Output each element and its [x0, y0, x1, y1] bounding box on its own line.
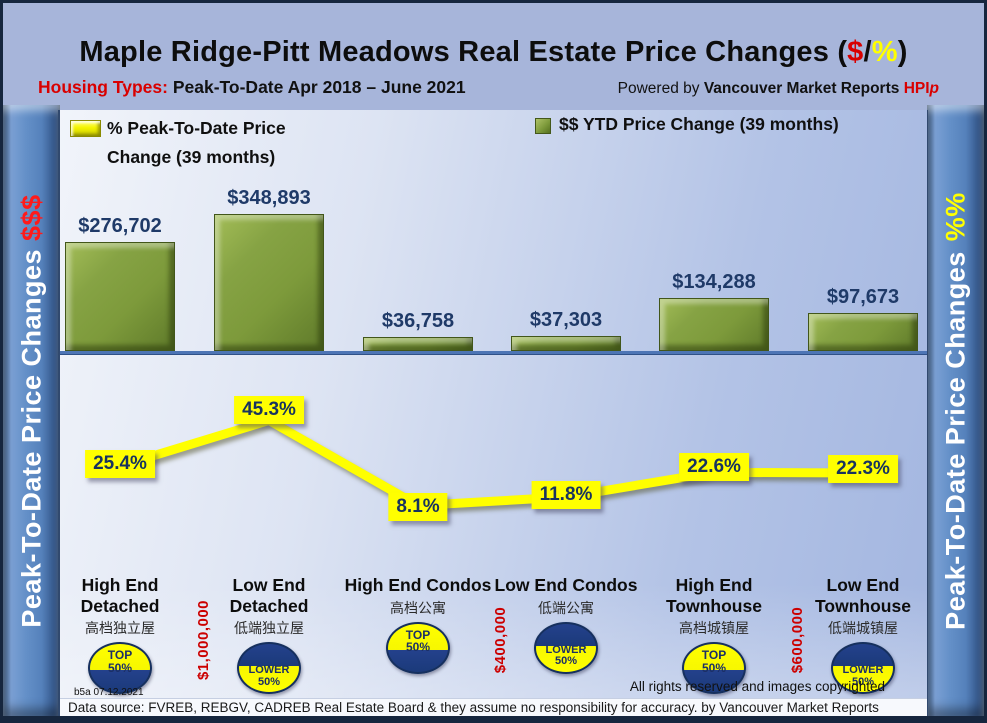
- title-slash: /: [863, 36, 872, 68]
- legend-bar-label: $$ YTD Price Change (39 months): [559, 114, 839, 134]
- category-2: High End Condos 高档公寓 TOP 50%: [343, 575, 493, 674]
- bar-value-label: $37,303: [529, 309, 603, 332]
- bar-4: [659, 298, 769, 351]
- badge-line2: 50%: [554, 655, 578, 668]
- category-0: High End Detached 高档独立屋 TOP 50%: [45, 575, 195, 695]
- percent-label-5: 22.3%: [828, 455, 898, 484]
- legend-line-swatch-icon: [70, 120, 101, 137]
- category-label-zh: 低端独立屋: [234, 620, 304, 637]
- category-3: Low End Condos 低端公寓 LOWER 50%: [491, 575, 641, 674]
- bar-0: [65, 242, 175, 351]
- date-range-label: Peak-To-Date Apr 2018 – June 2021: [167, 77, 466, 97]
- bar-5: [808, 312, 918, 351]
- left-axis-pillar: Peak-To-Date Price Changes$$$: [3, 105, 60, 716]
- badge-line2: 50%: [851, 675, 875, 688]
- lower-50-badge: LOWER 50%: [831, 642, 895, 695]
- badge-line1: TOP: [405, 627, 431, 642]
- left-axis-text: Peak-To-Date Price Changes: [16, 248, 46, 628]
- percent-label-0: 25.4%: [85, 449, 155, 478]
- top-50-badge: TOP 50%: [682, 642, 746, 695]
- badge-line2: 50%: [107, 660, 133, 675]
- left-axis-title: Peak-To-Date Price Changes$$$: [16, 194, 47, 627]
- legend-bar-swatch-icon: [535, 118, 551, 134]
- right-axis-text: Peak-To-Date Price Changes: [940, 250, 970, 630]
- category-5: Low End Townhouse 低端城镇屋 LOWER 50%: [788, 575, 938, 695]
- percent-label-3: 11.8%: [531, 481, 601, 510]
- lower-50-badge: LOWER 50%: [237, 642, 301, 695]
- bar-value-label: $134,288: [672, 271, 756, 294]
- top-50-badge: TOP 50%: [386, 621, 450, 674]
- subtitle: Housing Types: Peak-To-Date Apr 2018 – J…: [38, 77, 466, 98]
- badge-line1: TOP: [701, 648, 727, 663]
- category-label-zh: 高档独立屋: [85, 620, 155, 637]
- bar-1: [214, 214, 324, 351]
- category-label-en: High End Condos: [344, 575, 492, 595]
- bar-value-label: $97,673: [826, 285, 900, 308]
- percent-label-4: 22.6%: [679, 453, 749, 482]
- category-label-zh: 低端公寓: [538, 599, 594, 616]
- badge-line1: TOP: [107, 648, 133, 663]
- badge-line2: 50%: [257, 675, 281, 688]
- bar-baseline-axis: [60, 351, 927, 355]
- bar-3: [511, 336, 621, 351]
- percent-label-2: 8.1%: [388, 493, 448, 522]
- title-dollar-sign: $: [847, 36, 864, 68]
- category-label-zh: 高档公寓: [390, 599, 446, 616]
- page-title: Maple Ridge-Pitt Meadows Real Estate Pri…: [3, 36, 984, 69]
- bar-2: [363, 336, 473, 351]
- title-close-paren: ): [897, 36, 908, 68]
- price-threshold-label: $400,000: [492, 606, 509, 674]
- badge-line1: LOWER: [248, 664, 290, 677]
- percent-label-1: 45.3%: [234, 396, 304, 425]
- powered-by: Powered by Vancouver Market Reports HPIp: [618, 80, 939, 98]
- right-axis-title: Peak-To-Date Price Changes%%: [940, 192, 971, 630]
- top-50-badge: TOP 50%: [88, 642, 152, 695]
- title-percent-sign: %: [871, 36, 898, 68]
- category-label-zh: 低端城镇屋: [828, 620, 898, 637]
- legend-line-label: % Peak-To-Date Price Change (39 months): [107, 118, 286, 167]
- hpi-suffix: p: [929, 80, 939, 97]
- category-label-en: Low End Detached: [229, 575, 309, 616]
- lower-50-badge: LOWER 50%: [534, 621, 598, 674]
- housing-types-label: Housing Types:: [38, 77, 168, 97]
- category-1: Low End Detached 低端独立屋 LOWER 50%: [194, 575, 344, 695]
- subtitle-row: Housing Types: Peak-To-Date Apr 2018 – J…: [38, 77, 939, 98]
- category-label-en: Low End Townhouse: [815, 575, 911, 616]
- line-path: [115, 415, 868, 510]
- category-label-en: High End Townhouse: [666, 575, 762, 616]
- bar-value-label: $36,758: [381, 309, 455, 332]
- category-4: High End Townhouse 高档城镇屋 TOP 50%: [639, 575, 789, 695]
- badge-line1: LOWER: [545, 643, 587, 656]
- price-threshold-label: $1,000,000: [194, 599, 212, 681]
- category-label-en: Low End Condos: [494, 575, 638, 595]
- copyright-note: All rights reserved and images copyright…: [629, 679, 885, 694]
- badge-line1: LOWER: [842, 664, 884, 677]
- version-note: b5a 07.12.2021: [74, 687, 144, 698]
- badge-line2: 50%: [405, 640, 431, 655]
- bar-value-label: $348,893: [227, 187, 311, 209]
- right-axis-pillar: Peak-To-Date Price Changes%%: [927, 105, 984, 716]
- title-text: Maple Ridge-Pitt Meadows Real Estate Pri…: [79, 36, 848, 68]
- powered-prefix: Powered by: [617, 80, 704, 97]
- bar-value-label: $276,702: [78, 215, 162, 238]
- chart-panel: % Peak-To-Date Price Change (39 months) …: [58, 110, 928, 716]
- category-label-en: High End Detached: [80, 575, 160, 616]
- badge-line2: 50%: [701, 660, 727, 675]
- right-axis-percent-suffix: %%: [940, 191, 970, 241]
- brand-name: Vancouver Market Reports: [703, 80, 904, 97]
- hpi-label: HPI: [903, 80, 930, 97]
- data-source-note: Data source: FVREB, REBGV, CADREB Real E…: [60, 698, 927, 716]
- category-label-zh: 高档城镇屋: [679, 620, 749, 637]
